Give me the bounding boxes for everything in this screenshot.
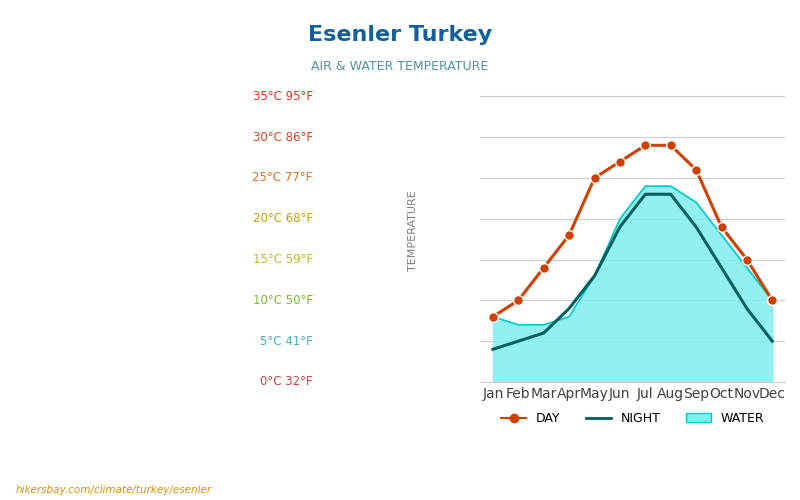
Text: 35°C 95°F: 35°C 95°F	[253, 90, 313, 103]
Y-axis label: TEMPERATURE: TEMPERATURE	[408, 190, 418, 272]
Legend: DAY, NIGHT, WATER: DAY, NIGHT, WATER	[496, 407, 769, 430]
Text: 30°C 86°F: 30°C 86°F	[253, 130, 313, 143]
Text: 0°C 32°F: 0°C 32°F	[260, 376, 313, 388]
Text: AIR & WATER TEMPERATURE: AIR & WATER TEMPERATURE	[311, 60, 489, 73]
Text: hikersbay.com/climate/turkey/esenler: hikersbay.com/climate/turkey/esenler	[16, 485, 212, 495]
Text: 10°C 50°F: 10°C 50°F	[253, 294, 313, 307]
Text: 25°C 77°F: 25°C 77°F	[252, 172, 313, 184]
Text: Esenler Turkey: Esenler Turkey	[308, 25, 492, 45]
Text: 5°C 41°F: 5°C 41°F	[260, 334, 313, 347]
Text: 20°C 68°F: 20°C 68°F	[253, 212, 313, 225]
Text: 15°C 59°F: 15°C 59°F	[253, 253, 313, 266]
